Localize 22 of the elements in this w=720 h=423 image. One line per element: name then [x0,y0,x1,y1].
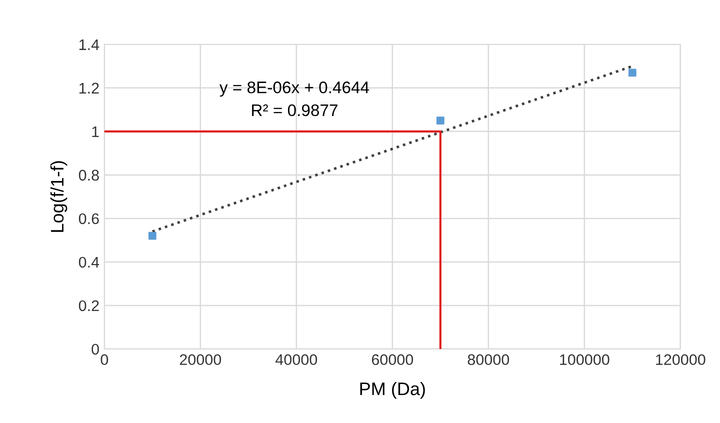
point [436,116,444,125]
point [148,232,156,240]
x-tick-label: 0 [100,354,108,366]
y-tick-label: 0.6 [78,213,99,224]
x-axis-title: PM (Da) [360,382,425,399]
y-tick-label: 0 [92,344,99,355]
annotation: R² = 0.9877 [252,104,338,116]
y-tick-label: 0.2 [78,300,99,312]
x-tick-label: 100000 [560,354,610,366]
y-tick-label: 1.4 [79,39,100,50]
y-axis-title: Log(f/1-f) [50,161,68,232]
point [628,68,636,77]
x-tick-label: 60000 [372,354,414,366]
y-tick-label: 0.4 [78,256,100,268]
y-tick-label: 1 [92,126,99,137]
x-tick-label: 120000 [656,354,706,366]
annotation: y = 8E-06x + 0.4644 [219,82,370,97]
x-tick-label: 20000 [180,354,222,366]
y-tick-label: 1.2 [79,82,99,94]
y-tick-label: 0.8 [78,170,99,181]
x-tick-label: 80000 [468,354,510,366]
x-tick-label: 40000 [276,354,318,366]
